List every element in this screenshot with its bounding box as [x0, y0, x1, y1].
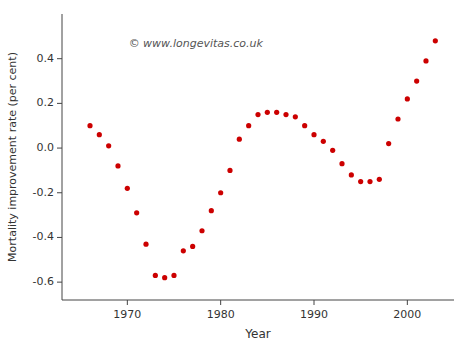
point — [321, 139, 326, 144]
x-tick-label: 2000 — [393, 308, 421, 321]
point — [134, 210, 139, 215]
y-tick — [57, 237, 62, 238]
y-tick-label: 0.4 — [37, 52, 55, 65]
y-tick-label: -0.6 — [33, 275, 54, 288]
y-tick-label: 0.0 — [37, 141, 55, 154]
point — [265, 110, 270, 115]
point — [423, 58, 428, 63]
point — [405, 96, 410, 101]
y-axis-label: Mortality improvement rate (per cent) — [6, 52, 19, 262]
point — [255, 112, 260, 117]
y-tick — [57, 103, 62, 104]
x-tick — [407, 300, 408, 305]
point — [227, 168, 232, 173]
point — [339, 161, 344, 166]
annotation: © www.longevitas.co.uk — [129, 37, 264, 50]
point — [386, 141, 391, 146]
point — [302, 123, 307, 128]
point — [87, 123, 92, 128]
point — [433, 38, 438, 43]
point — [209, 208, 214, 213]
point — [143, 242, 148, 247]
y-tick-label: 0.2 — [37, 96, 55, 109]
point — [162, 275, 167, 280]
x-tick-label: 1970 — [113, 308, 141, 321]
points — [87, 38, 438, 280]
point — [171, 273, 176, 278]
y-axis-line — [62, 14, 63, 300]
point — [153, 273, 158, 278]
chart: -0.6 -0.4 -0.2 0.0 0.2 0.4 1970 1980 1990 2000 © w… — [0, 0, 470, 350]
point — [274, 110, 279, 115]
point — [414, 78, 419, 83]
point — [218, 190, 223, 195]
point — [199, 228, 204, 233]
point — [330, 148, 335, 153]
x-tick-label: 1990 — [300, 308, 328, 321]
y-tick — [57, 282, 62, 283]
x-tick — [220, 300, 221, 305]
point — [367, 179, 372, 184]
point — [377, 177, 382, 182]
y-tick — [57, 148, 62, 149]
x-axis-label: Year — [244, 327, 270, 341]
x-tick — [314, 300, 315, 305]
x-tick-label: 1980 — [207, 308, 235, 321]
point — [190, 244, 195, 249]
x-axis-line — [62, 300, 454, 301]
point — [237, 137, 242, 142]
y-tick-label: -0.4 — [33, 230, 54, 243]
point — [115, 163, 120, 168]
point — [311, 132, 316, 137]
point — [283, 112, 288, 117]
point — [358, 179, 363, 184]
point — [97, 132, 102, 137]
point — [181, 248, 186, 253]
y-tick — [57, 58, 62, 59]
point — [125, 186, 130, 191]
point — [246, 123, 251, 128]
x-tick — [127, 300, 128, 305]
y-tick — [57, 192, 62, 193]
y-tick-label: -0.2 — [33, 186, 54, 199]
point — [293, 114, 298, 119]
point — [106, 143, 111, 148]
point — [395, 116, 400, 121]
point — [349, 172, 354, 177]
